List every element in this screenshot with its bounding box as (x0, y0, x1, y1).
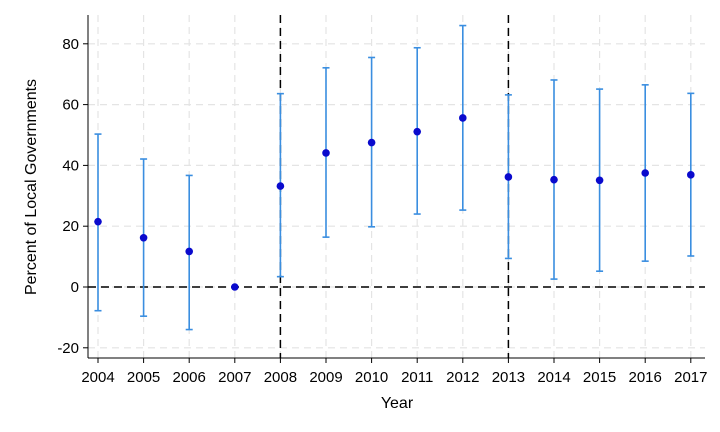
x-tick-label: 2015 (583, 369, 616, 386)
y-tick-labels: -20 0 20 40 60 80 (57, 36, 79, 357)
error-bars (94, 24, 695, 331)
x-tick-label: 2012 (446, 369, 479, 386)
reference-lines (88, 15, 705, 358)
point-estimate (94, 217, 102, 226)
y-tick-label: 80 (62, 36, 79, 53)
x-tick-label: 2011 (401, 369, 433, 386)
point-estimate (459, 114, 467, 122)
y-tick-label: 20 (62, 218, 79, 235)
point-estimate (276, 182, 285, 190)
point-estimate (185, 247, 193, 256)
x-axis-title: Year (381, 395, 414, 412)
point-estimates (94, 114, 695, 291)
point-estimate (139, 233, 148, 242)
point-estimate (367, 138, 376, 147)
x-tick-label: 2008 (264, 369, 297, 386)
y-axis-title: Percent of Local Governments (23, 79, 40, 295)
x-tick-label: 2004 (81, 369, 114, 386)
point-estimate (687, 171, 695, 179)
point-estimate (641, 169, 649, 177)
x-tick-labels: 2004 2005 2006 2007 2008 2009 2010 2011 2012 2013… (81, 369, 707, 386)
point-estimate (231, 283, 239, 291)
x-tick-label: 2010 (355, 369, 388, 386)
axes (83, 15, 705, 363)
point-estimate (504, 173, 513, 181)
point-estimate (550, 175, 558, 184)
y-tick-label: 60 (62, 97, 79, 114)
y-tick-label: 40 (62, 157, 79, 174)
gridlines (88, 15, 705, 358)
y-tick-label: 0 (71, 279, 79, 296)
point-estimate (322, 149, 330, 157)
x-tick-label: 2005 (127, 369, 160, 386)
x-tick-label: 2014 (537, 369, 570, 386)
point-estimate (413, 127, 422, 136)
x-tick-label: 2009 (309, 369, 342, 386)
x-tick-label: 2013 (492, 369, 525, 386)
y-tick-label: -20 (57, 340, 79, 357)
x-tick-label: 2006 (173, 369, 206, 386)
x-tick-label: 2007 (218, 369, 251, 386)
x-tick-label: 2017 (674, 369, 707, 386)
x-tick-label: 2016 (629, 369, 662, 386)
point-estimate (595, 176, 604, 185)
